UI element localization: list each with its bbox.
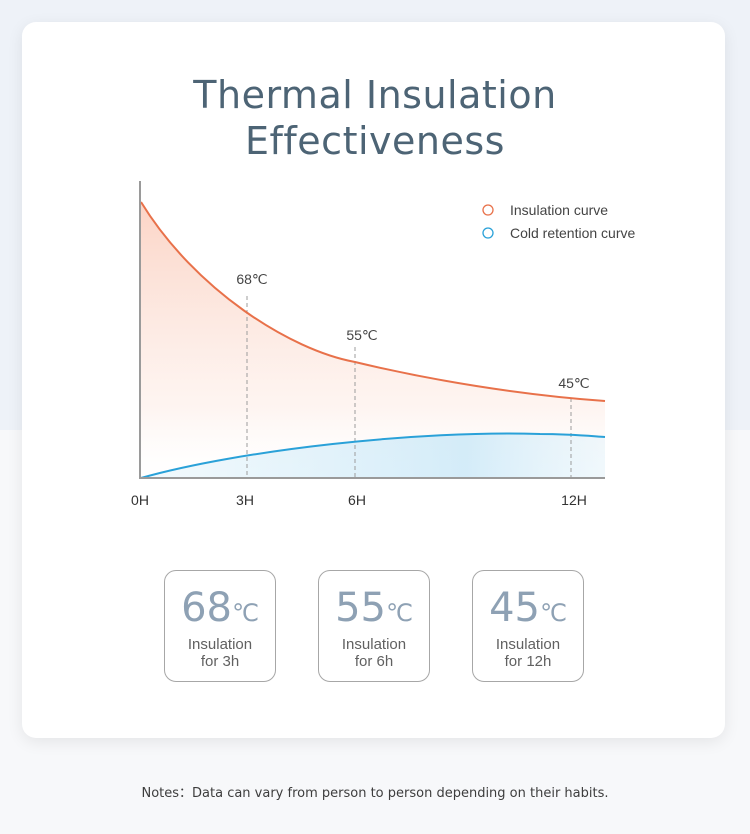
badge-3h-value: 68℃ [165,585,275,636]
x-tick-3h: 3H [236,492,254,508]
title-line-1: Thermal Insulation [193,73,557,117]
x-tick-0h: 0H [131,492,149,508]
badge-12h-unit: ℃ [539,599,567,627]
badge-12h-number: 45 [489,585,540,631]
page-title: Thermal Insulation Effectiveness [0,72,750,164]
notes-text: Notes：Data can vary from person to perso… [141,786,609,801]
badge-6h-number: 55 [335,585,386,631]
insulation-area [141,202,605,478]
x-tick-6h: 6H [348,492,366,508]
point-label-6h: 55℃ [346,327,377,343]
badge-6h-line1: Insulation [341,636,407,653]
title-line-2: Effectiveness [245,119,505,163]
legend-cold-retention-icon [482,227,494,239]
point-label-3h: 68℃ [236,271,267,287]
badge-6h-line2: for 6h [354,653,394,670]
badge-6h-unit: ℃ [385,599,413,627]
insulation-curve-line [140,201,606,402]
insulation-chart: 68℃ 55℃ 45℃ 0H 3H 6H 12H Insulation curv… [131,181,636,508]
badge-6h-value: 55℃ [319,585,429,636]
badge-12h-line2: for 12h [504,653,552,670]
legend-cold-retention-label: Cold retention curve [510,225,636,241]
badge-3h: 68℃ Insulation for 3h [164,570,276,682]
badge-12h-value: 45℃ [473,585,583,636]
cold-retention-area [141,433,605,478]
legend-insulation-label: Insulation curve [510,202,608,218]
point-label-12h: 45℃ [558,375,589,391]
badge-12h-line1: Insulation [495,636,561,653]
badge-3h-line2: for 3h [200,653,240,670]
badge-12h: 45℃ Insulation for 12h [472,570,584,682]
legend-insulation-icon [482,204,494,216]
badge-3h-number: 68 [181,585,232,631]
badge-6h: 55℃ Insulation for 6h [318,570,430,682]
cold-retention-curve-line [140,432,606,479]
badge-3h-line1: Insulation [187,636,253,653]
x-tick-12h: 12H [561,492,587,508]
badge-3h-unit: ℃ [231,599,259,627]
